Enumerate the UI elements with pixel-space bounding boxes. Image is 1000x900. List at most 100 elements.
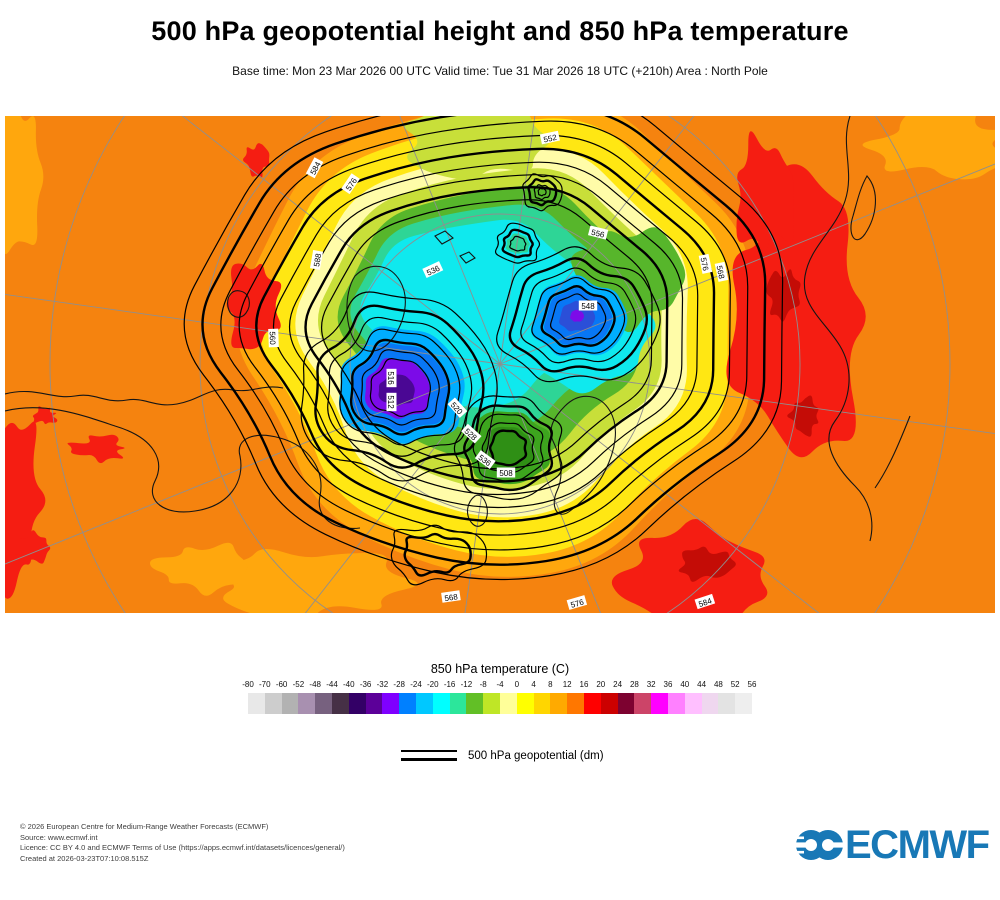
colorbar-tick: 12 xyxy=(562,680,572,689)
colorbar-cell xyxy=(281,693,299,714)
footer-line: Created at 2026-03-23T07:10:08.515Z xyxy=(20,853,149,863)
colorbar-cell xyxy=(718,693,736,714)
geopotential-contours xyxy=(183,116,784,586)
temperature-colorbar xyxy=(248,693,752,714)
svg-text:576: 576 xyxy=(699,257,711,272)
contour-label: 568 xyxy=(441,590,461,603)
contour-label: 516 xyxy=(386,368,397,388)
colorbar-cell xyxy=(617,693,635,714)
contour-line-sample xyxy=(401,748,457,764)
colorbar-cell xyxy=(701,693,719,714)
colorbar-tick: -8 xyxy=(479,680,487,689)
colorbar-cell xyxy=(550,693,568,714)
colorbar-cell xyxy=(684,693,702,714)
colorbar-tick: -70 xyxy=(259,680,271,689)
colorbar-tick: 28 xyxy=(629,680,639,689)
colorbar-cell xyxy=(432,693,450,714)
svg-text:588: 588 xyxy=(312,252,323,267)
footer-line: Licence: CC BY 4.0 and ECMWF Terms of Us… xyxy=(20,843,345,853)
colorbar-cell xyxy=(499,693,517,714)
weather-map: 584 576 588 576 568 552 536 556 560 548 516 512 520 5… xyxy=(5,116,995,613)
colorbar-tick: -16 xyxy=(443,680,456,689)
contour-label: 512 xyxy=(386,392,397,412)
contour-label: 548 xyxy=(578,300,598,311)
contour-label: 508 xyxy=(496,467,516,478)
colorbar-cell xyxy=(651,693,668,714)
colorbar-tick: 4 xyxy=(531,680,536,689)
colorbar-cell xyxy=(533,693,551,714)
svg-text:568: 568 xyxy=(715,265,727,280)
svg-text:516: 516 xyxy=(386,371,395,385)
colorbar-tick: -52 xyxy=(292,680,305,689)
colorbar-cell xyxy=(567,693,584,714)
colorbar-tick: -4 xyxy=(496,680,504,689)
colorbar-cell xyxy=(516,693,534,714)
temperature-shading xyxy=(5,116,995,613)
colorbar-cell xyxy=(667,693,685,714)
colorbar-cell xyxy=(600,693,618,714)
svg-text:576: 576 xyxy=(570,597,586,609)
ecmwf-logo-text: ECMWF xyxy=(845,823,990,867)
contour-label: 584 xyxy=(694,593,716,610)
colorbar-tick: -80 xyxy=(242,680,254,689)
colorbar-tick: 36 xyxy=(663,680,673,689)
colorbar-tick: -24 xyxy=(410,680,422,689)
ecmwf-logo-icon xyxy=(795,830,845,860)
page-title: 500 hPa geopotential height and 850 hPa … xyxy=(151,16,849,46)
ecmwf-logo: ECMWF xyxy=(795,820,990,870)
footer-line: © 2026 European Centre for Medium-Range … xyxy=(20,822,269,831)
footer-line: Source: www.ecmwf.int xyxy=(20,832,98,842)
colorbar-cell xyxy=(248,693,265,714)
temperature-legend-ticks: -80 -70 -60 -52 -48 -44 -40 -36 -32 -28 -24 -20 -16-… xyxy=(242,680,756,690)
colorbar-tick: -28 xyxy=(393,680,405,689)
colorbar-tick: 20 xyxy=(596,680,606,689)
colorbar-cell xyxy=(634,693,652,714)
svg-text:512: 512 xyxy=(386,395,395,409)
colorbar-tick: 40 xyxy=(680,680,690,689)
colorbar-tick: 56 xyxy=(747,680,757,689)
contour-label: 560 xyxy=(268,328,279,348)
colorbar-tick: 8 xyxy=(548,680,553,689)
colorbar-tick: -60 xyxy=(275,680,288,689)
contour-label: 568 xyxy=(715,261,729,282)
svg-text:552: 552 xyxy=(543,133,558,145)
svg-text:508: 508 xyxy=(499,469,513,478)
colorbar-tick: 44 xyxy=(697,680,707,689)
colorbar-cell xyxy=(735,693,752,714)
colorbar-cell xyxy=(331,693,349,714)
contour-label: 588 xyxy=(309,249,323,270)
colorbar-tick: 52 xyxy=(730,680,740,689)
colorbar-tick: -32 xyxy=(376,680,389,689)
contour-label: 576 xyxy=(699,253,713,274)
colorbar-tick: 48 xyxy=(713,680,723,689)
colorbar-cell xyxy=(583,693,601,714)
colorbar-tick: 24 xyxy=(613,680,623,689)
colorbar-cell xyxy=(466,693,484,714)
geopotential-legend-label: 500 hPa geopotential (dm) xyxy=(468,750,604,762)
colorbar-tick: -44 xyxy=(326,680,338,689)
colorbar-cell xyxy=(315,693,332,714)
svg-text:556: 556 xyxy=(590,228,606,240)
colorbar-cell xyxy=(264,693,282,714)
colorbar-tick: -48 xyxy=(309,680,321,689)
temperature-legend-title: 850 hPa temperature (C) xyxy=(430,662,570,676)
colorbar-tick: -12 xyxy=(460,680,473,689)
colorbar-cell xyxy=(365,693,383,714)
svg-text:584: 584 xyxy=(697,596,713,609)
svg-text:548: 548 xyxy=(581,302,595,311)
colorbar-cell xyxy=(449,693,467,714)
colorbar-tick: -20 xyxy=(427,680,439,689)
svg-text:568: 568 xyxy=(444,592,459,603)
contour-label: 556 xyxy=(587,225,609,240)
colorbar-cell xyxy=(382,693,400,714)
colorbar-cell xyxy=(399,693,416,714)
colorbar-cell xyxy=(348,693,366,714)
colorbar-tick: -40 xyxy=(343,680,355,689)
colorbar-tick: 0 xyxy=(514,680,520,689)
colorbar-tick: 32 xyxy=(646,680,656,689)
contour-label: 552 xyxy=(539,130,560,145)
colorbar-cell xyxy=(415,693,433,714)
